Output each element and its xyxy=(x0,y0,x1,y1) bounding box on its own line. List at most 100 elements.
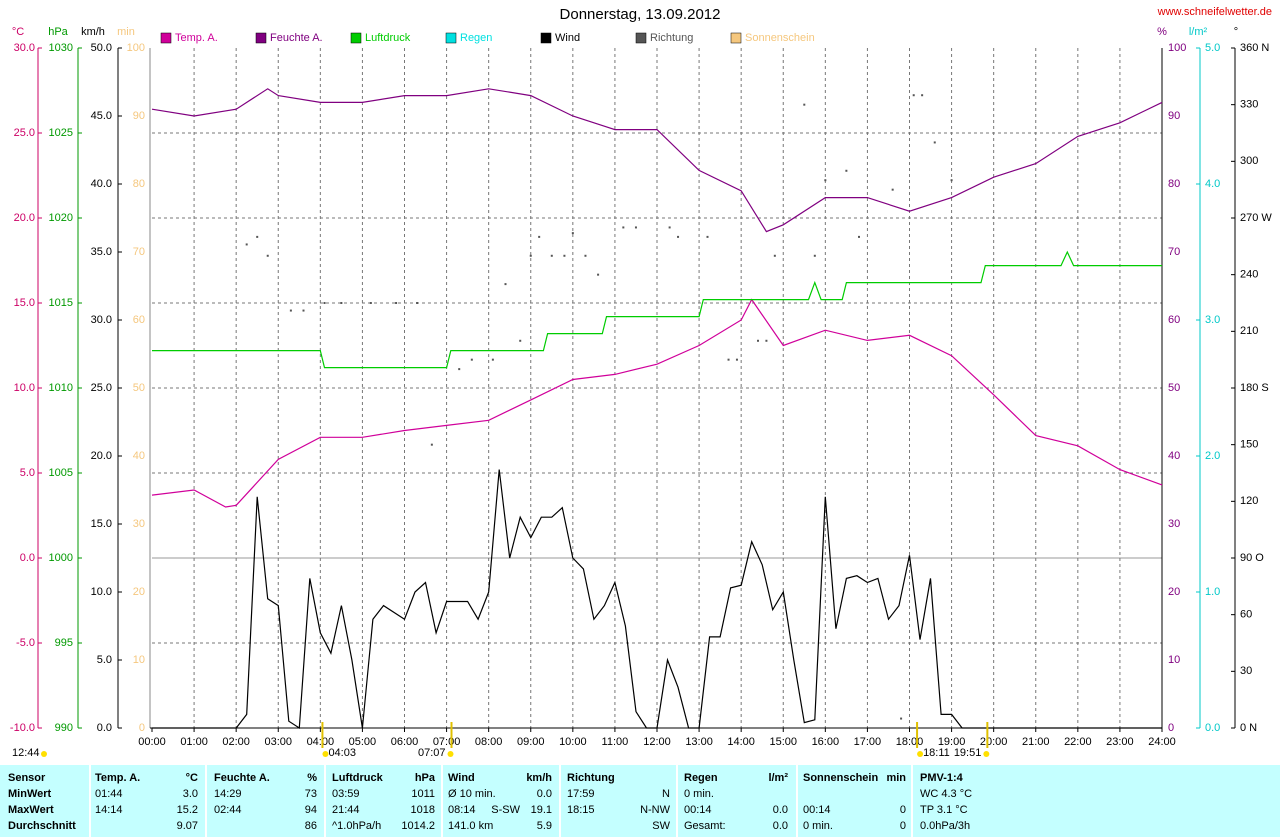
table-cell: 1014.2 xyxy=(401,820,435,832)
y-tick-label: 50 xyxy=(1168,382,1180,394)
y-tick-label: 30 xyxy=(1240,665,1252,677)
direction-dot xyxy=(900,717,903,720)
table-cell: l/m² xyxy=(768,772,788,784)
direction-dot xyxy=(340,302,343,304)
axis-unit: °C xyxy=(12,26,24,38)
table-cell: Gesamt: xyxy=(684,820,726,832)
y-tick-label: 5.0 xyxy=(97,654,112,666)
x-tick-label: 16:00 xyxy=(812,736,840,748)
direction-dot xyxy=(813,254,816,257)
y-tick-label: 20 xyxy=(133,586,145,598)
legend-label: Wind xyxy=(555,32,580,44)
x-tick-label: 04:00 xyxy=(307,736,335,748)
table-cell: Regen xyxy=(684,772,718,784)
y-tick-label: 30 xyxy=(133,518,145,530)
x-tick-label: 15:00 xyxy=(769,736,797,748)
table-cell: 17:59 xyxy=(567,788,595,800)
y-tick-label: 60 xyxy=(1168,314,1180,326)
y-tick-label: 90 xyxy=(133,110,145,122)
table-cell: ^1.0hPa/h xyxy=(332,820,381,832)
table-cell: 94 xyxy=(305,804,317,816)
y-tick-label: 20.0 xyxy=(91,450,112,462)
y-tick-label: 150 xyxy=(1240,439,1258,451)
y-tick-label: 4.0 xyxy=(1205,178,1220,190)
direction-dot xyxy=(256,235,259,238)
direction-dot xyxy=(458,368,461,371)
axis-unit: l/m² xyxy=(1189,26,1208,38)
annotation-icon xyxy=(322,751,329,757)
direction-dot xyxy=(395,302,398,304)
y-tick-label: 25.0 xyxy=(91,382,112,394)
y-tick-label: 1015 xyxy=(49,297,73,309)
y-tick-label: 180 S xyxy=(1240,382,1269,394)
axis-unit: ° xyxy=(1234,26,1238,38)
y-tick-label: 10 xyxy=(1168,654,1180,666)
stats-table-bg xyxy=(0,765,1280,837)
direction-dot xyxy=(323,302,326,304)
table-cell: Richtung xyxy=(567,772,615,784)
table-cell: SW xyxy=(652,820,670,832)
y-tick-label: 35.0 xyxy=(91,246,112,258)
x-tick-label: 12:00 xyxy=(643,736,671,748)
y-tick-label: -10.0 xyxy=(10,722,35,734)
legend-swatch xyxy=(540,32,552,44)
y-tick-label: 10 xyxy=(133,654,145,666)
direction-dot xyxy=(430,443,433,446)
x-tick-label: 01:00 xyxy=(180,736,208,748)
series-line xyxy=(151,298,1163,508)
direction-dot xyxy=(765,339,768,342)
direction-dot xyxy=(677,235,680,238)
table-cell: Sensor xyxy=(8,772,46,784)
day-length: 12:44 xyxy=(12,747,40,759)
table-cell: N-NW xyxy=(640,804,671,816)
legend-label: Richtung xyxy=(650,32,693,44)
table-cell: 08:14 xyxy=(448,804,476,816)
series-line xyxy=(152,250,1162,369)
direction-dot xyxy=(491,358,494,361)
legend-label: Temp. A. xyxy=(175,32,218,44)
table-cell: Sonnenschein xyxy=(803,772,878,784)
y-tick-label: 2.0 xyxy=(1205,450,1220,462)
table-cell: 03:59 xyxy=(332,788,360,800)
table-cell: 0 xyxy=(900,804,906,816)
table-cell: 0.0hPa/3h xyxy=(920,820,970,832)
y-tick-label: 990 xyxy=(55,722,73,734)
legend-swatch xyxy=(350,32,362,44)
x-tick-label: 05:00 xyxy=(349,736,377,748)
y-tick-label: 50 xyxy=(133,382,145,394)
direction-dot xyxy=(245,243,248,246)
x-tick-label: 00:00 xyxy=(138,736,166,748)
table-cell: 9.07 xyxy=(177,820,198,832)
table-cell: 02:44 xyxy=(214,804,242,816)
annotation-label: 07:07 xyxy=(418,747,446,759)
direction-dot xyxy=(735,358,738,361)
direction-dot xyxy=(634,226,637,229)
y-tick-label: 300 xyxy=(1240,155,1258,167)
x-tick-label: 09:00 xyxy=(517,736,545,748)
direction-dot xyxy=(597,273,600,276)
y-tick-label: 90 O xyxy=(1240,552,1264,564)
y-tick-label: 45.0 xyxy=(91,110,112,122)
table-cell: 73 xyxy=(305,788,317,800)
x-tick-label: 06:00 xyxy=(391,736,419,748)
y-tick-label: 995 xyxy=(55,637,73,649)
table-cell: 01:44 xyxy=(95,788,123,800)
y-tick-label: -5.0 xyxy=(16,637,35,649)
annotation-label: 04:03 xyxy=(328,747,356,759)
direction-dot xyxy=(289,309,292,312)
direction-dot xyxy=(845,169,848,172)
x-tick-label: 23:00 xyxy=(1106,736,1134,748)
table-cell: °C xyxy=(186,772,198,784)
direction-dot xyxy=(622,226,625,229)
y-tick-label: 70 xyxy=(1168,246,1180,258)
y-tick-label: 40 xyxy=(1168,450,1180,462)
table-cell: 1018 xyxy=(411,804,435,816)
direction-dot xyxy=(416,302,419,304)
direction-dot xyxy=(706,235,709,238)
y-tick-label: 1030 xyxy=(49,42,73,54)
table-cell: hPa xyxy=(415,772,436,784)
direction-dot xyxy=(933,141,936,144)
x-tick-label: 19:00 xyxy=(938,736,966,748)
direction-dot xyxy=(302,309,305,312)
